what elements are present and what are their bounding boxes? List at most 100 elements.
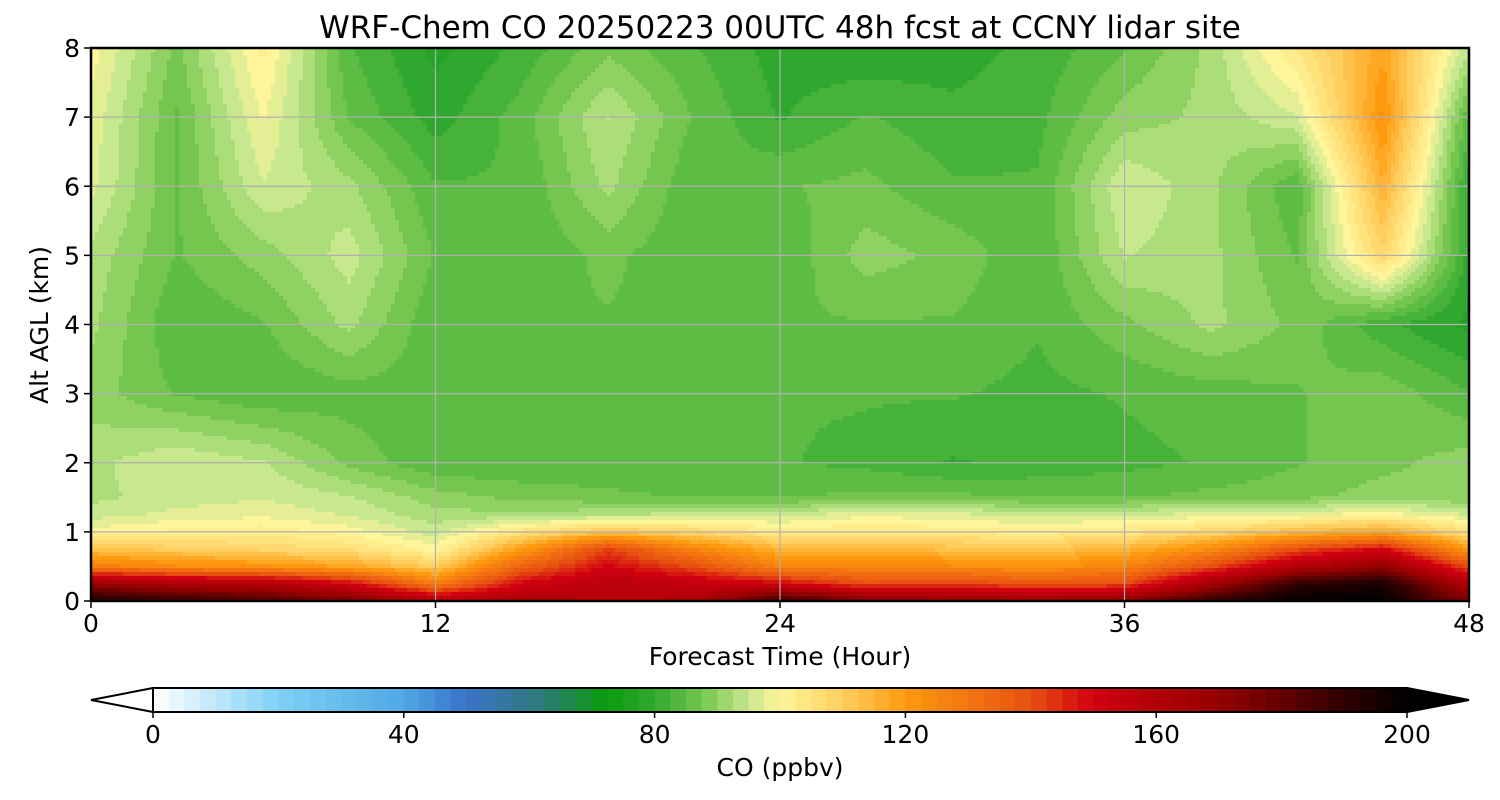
- heatmap-cell: [947, 68, 952, 73]
- heatmap-cell: [795, 64, 800, 69]
- heatmap-cell: [259, 72, 264, 77]
- heatmap-cell: [991, 76, 996, 81]
- heatmap-cell: [179, 72, 184, 77]
- heatmap-cell: [1175, 80, 1180, 85]
- heatmap-cell: [1263, 56, 1268, 61]
- heatmap-cell: [587, 76, 592, 81]
- heatmap-cell: [283, 56, 288, 61]
- heatmap-cell: [823, 80, 828, 85]
- heatmap-cell: [983, 60, 988, 65]
- heatmap-cell: [415, 52, 420, 57]
- heatmap-cell: [203, 72, 208, 77]
- heatmap-cell: [1395, 76, 1400, 81]
- heatmap-cell: [1183, 68, 1188, 73]
- heatmap-cell: [727, 56, 732, 61]
- heatmap-cell: [1103, 52, 1108, 57]
- heatmap-cell: [247, 52, 252, 57]
- heatmap-cell: [335, 52, 340, 57]
- heatmap-cell: [391, 76, 396, 81]
- heatmap-cell: [1159, 60, 1164, 65]
- heatmap-cell: [1211, 80, 1216, 85]
- heatmap-cell: [895, 56, 900, 61]
- heatmap-cell: [475, 76, 480, 81]
- heatmap-cell: [1175, 72, 1180, 77]
- heatmap-cell: [799, 68, 804, 73]
- heatmap-cell: [567, 68, 572, 73]
- heatmap-cell: [403, 64, 408, 69]
- heatmap-cell: [323, 56, 328, 61]
- heatmap-cell: [947, 76, 952, 81]
- heatmap-cell: [1007, 52, 1012, 57]
- heatmap-cell: [647, 52, 652, 57]
- heatmap-cell: [315, 60, 320, 65]
- heatmap-cell: [223, 56, 228, 61]
- heatmap-cell: [1291, 52, 1296, 57]
- heatmap-cell: [819, 68, 824, 73]
- heatmap-cell: [855, 72, 860, 77]
- heatmap-cell: [543, 60, 548, 65]
- heatmap-cell: [763, 60, 768, 65]
- heatmap-cell: [1335, 64, 1340, 69]
- heatmap-cell: [1415, 64, 1420, 69]
- heatmap-cell: [535, 56, 540, 61]
- heatmap-cell: [1075, 80, 1080, 85]
- heatmap-cell: [567, 56, 572, 61]
- heatmap-cell: [191, 68, 196, 73]
- heatmap-cell: [1175, 60, 1180, 65]
- heatmap-cell: [831, 64, 836, 69]
- heatmap-cell: [231, 52, 236, 57]
- heatmap-cell: [187, 56, 192, 61]
- heatmap-cell: [555, 52, 560, 57]
- heatmap-cell: [1267, 80, 1272, 85]
- heatmap-cell: [511, 60, 516, 65]
- heatmap-cell: [271, 64, 276, 69]
- heatmap-cell: [751, 72, 756, 77]
- heatmap-cell: [919, 76, 924, 81]
- heatmap-cell: [867, 76, 872, 81]
- heatmap-cell: [1199, 72, 1204, 77]
- heatmap-cell: [147, 60, 152, 65]
- heatmap-cell: [811, 64, 816, 69]
- heatmap-cell: [875, 52, 880, 57]
- heatmap-cell: [1263, 52, 1268, 57]
- heatmap-cell: [767, 68, 772, 73]
- heatmap-cell: [1383, 64, 1388, 69]
- heatmap-cell: [395, 76, 400, 81]
- heatmap-cell: [1123, 60, 1128, 65]
- heatmap-cell: [151, 52, 156, 57]
- heatmap-cell: [999, 80, 1004, 85]
- heatmap-cell: [687, 72, 692, 77]
- heatmap-cell: [499, 72, 504, 77]
- heatmap-cell: [199, 56, 204, 61]
- heatmap-cell: [327, 72, 332, 77]
- heatmap-cell: [283, 64, 288, 69]
- heatmap-cell: [395, 72, 400, 77]
- heatmap-cell: [139, 60, 144, 65]
- heatmap-cell: [371, 68, 376, 73]
- heatmap-cell: [1403, 76, 1408, 81]
- heatmap-cell: [171, 52, 176, 57]
- heatmap-cell: [159, 68, 164, 73]
- heatmap-cell: [303, 76, 308, 81]
- heatmap-cell: [147, 76, 152, 81]
- heatmap-cell: [1163, 64, 1168, 69]
- heatmap-cell: [1011, 56, 1016, 61]
- heatmap-cell: [943, 64, 948, 69]
- heatmap-cell: [871, 56, 876, 61]
- heatmap-cell: [1367, 76, 1372, 81]
- heatmap-cell: [1203, 56, 1208, 61]
- heatmap-cell: [107, 52, 112, 57]
- heatmap-cell: [1443, 60, 1448, 65]
- heatmap-cell: [675, 80, 680, 85]
- heatmap-cell: [1107, 68, 1112, 73]
- heatmap-cell: [619, 76, 624, 81]
- heatmap-cell: [767, 64, 772, 69]
- heatmap-cell: [1167, 80, 1172, 85]
- heatmap-cell: [1351, 80, 1356, 85]
- heatmap-cell: [419, 76, 424, 81]
- heatmap-cell: [255, 80, 260, 85]
- heatmap-cell: [587, 56, 592, 61]
- heatmap-cell: [219, 56, 224, 61]
- heatmap-cell: [103, 68, 108, 73]
- heatmap-cell: [279, 56, 284, 61]
